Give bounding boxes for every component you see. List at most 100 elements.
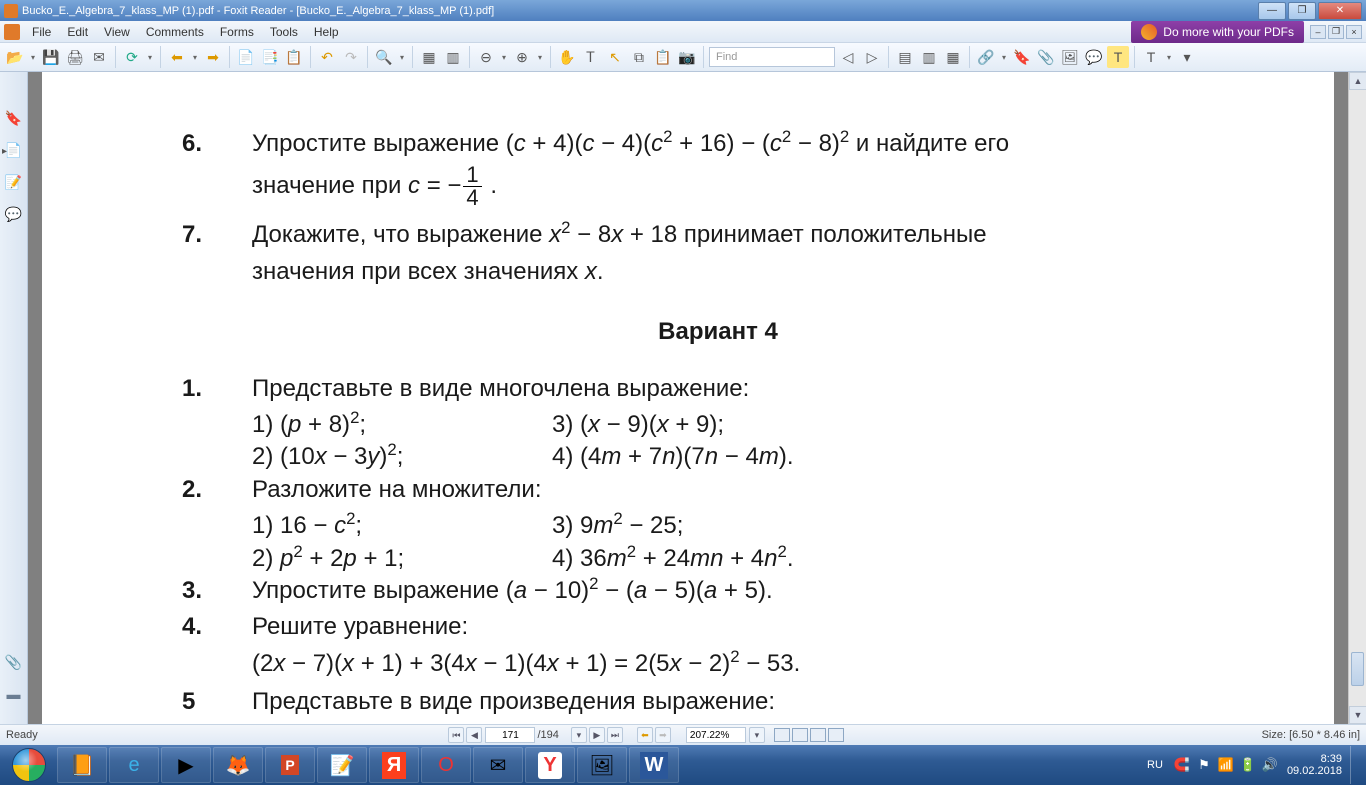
find-input[interactable]: Find — [709, 47, 835, 67]
view-single-icon[interactable] — [774, 728, 790, 742]
taskbar-item[interactable]: e — [109, 747, 159, 783]
tray-network-icon[interactable]: 📶 — [1218, 757, 1234, 773]
taskbar-item[interactable]: P — [265, 747, 315, 783]
document-viewport: 6. Упростите выражение (c + 4)(c − 4)(c2… — [28, 72, 1366, 724]
nav-back-icon[interactable]: ⬅ — [637, 727, 653, 743]
camera-icon[interactable]: 📷 — [676, 46, 698, 68]
fit-width-icon[interactable]: ▥ — [442, 46, 464, 68]
attachments-panel-icon[interactable]: 📎 — [4, 652, 24, 672]
ocr-icon[interactable]: 📄 — [235, 46, 257, 68]
taskbar-item[interactable]: W — [629, 747, 679, 783]
form-icon[interactable]: ▦ — [942, 46, 964, 68]
email-icon[interactable]: ✉ — [88, 46, 110, 68]
page-content[interactable]: 6. Упростите выражение (c + 4)(c − 4)(c2… — [42, 72, 1334, 724]
comments-panel-icon[interactable]: 💬 — [4, 204, 24, 224]
layers-panel-icon[interactable]: 📝 — [4, 172, 24, 192]
attach-icon[interactable]: 📎 — [1035, 46, 1057, 68]
view-contfacing-icon[interactable] — [828, 728, 844, 742]
select-annot-icon[interactable]: ↖ — [604, 46, 626, 68]
start-button[interactable] — [2, 745, 56, 785]
scroll-down-icon[interactable]: ▼ — [1349, 706, 1366, 724]
zoom-tool-icon[interactable]: 🔍 — [373, 46, 395, 68]
last-page-icon[interactable]: ⏭ — [607, 727, 623, 743]
bookmark-icon[interactable]: 🔖 — [1011, 46, 1033, 68]
maximize-button[interactable]: ❐ — [1288, 2, 1316, 20]
taskbar-item[interactable]: 📝 — [317, 747, 367, 783]
dock-expand-icon[interactable]: ▸ — [2, 146, 12, 160]
first-page-icon[interactable]: ⏮ — [448, 727, 464, 743]
menu-tools[interactable]: Tools — [262, 23, 306, 41]
mdi-minimize[interactable]: – — [1310, 25, 1326, 39]
sign-icon[interactable]: ▥ — [918, 46, 940, 68]
do-more-banner[interactable]: Do more with your PDFs — [1131, 21, 1304, 43]
nav-fwd-icon[interactable]: ➡ — [655, 727, 671, 743]
find-next-icon[interactable]: ▷ — [861, 46, 883, 68]
scroll-up-icon[interactable]: ▲ — [1349, 72, 1366, 90]
menu-view[interactable]: View — [96, 23, 138, 41]
taskbar-clock[interactable]: 8:39 09.02.2018 — [1287, 753, 1342, 777]
select-text-icon[interactable]: Ꭲ — [580, 46, 602, 68]
menu-help[interactable]: Help — [306, 23, 347, 41]
view-continuous-icon[interactable] — [792, 728, 808, 742]
menu-comments[interactable]: Comments — [138, 23, 212, 41]
taskbar-item[interactable]: ✉ — [473, 747, 523, 783]
link-icon[interactable]: 🔗 — [975, 46, 997, 68]
note-icon[interactable]: 💬 — [1083, 46, 1105, 68]
more-icon[interactable]: ▾ — [1176, 46, 1198, 68]
image-icon[interactable]: 🖼 — [1059, 46, 1081, 68]
next-page-icon[interactable]: ▶ — [589, 727, 605, 743]
hand-tool-icon[interactable]: ✋ — [556, 46, 578, 68]
highlight-icon[interactable]: T — [1107, 46, 1129, 68]
tray-icon[interactable]: 🧲 — [1174, 757, 1190, 773]
bookmarks-panel-icon[interactable]: 🔖 — [4, 108, 24, 128]
show-desktop-button[interactable] — [1350, 746, 1360, 784]
taskbar-item[interactable]: ▶ — [161, 747, 211, 783]
mdi-restore[interactable]: ❐ — [1328, 25, 1344, 39]
fit-page-icon[interactable]: ▦ — [418, 46, 440, 68]
taskbar-item[interactable]: 🖼 — [577, 747, 627, 783]
menu-file[interactable]: File — [24, 23, 59, 41]
prev-page-icon[interactable]: ◀ — [466, 727, 482, 743]
minimize-button[interactable]: — — [1258, 2, 1286, 20]
undo-icon[interactable]: ↶ — [316, 46, 338, 68]
zoom-value[interactable] — [686, 727, 746, 743]
print-icon[interactable]: 🖨 — [64, 46, 86, 68]
menu-forms[interactable]: Forms — [212, 23, 262, 41]
zoom-out-icon[interactable]: ⊖ — [475, 46, 497, 68]
convert-icon[interactable]: 📋 — [283, 46, 305, 68]
view-facing-icon[interactable] — [810, 728, 826, 742]
page-dropdown[interactable]: ▾ — [571, 727, 587, 743]
page-number-input[interactable] — [485, 727, 535, 743]
swirl-icon — [1141, 24, 1157, 40]
tray-volume-icon[interactable]: 🔊 — [1262, 757, 1278, 773]
find-prev-icon[interactable]: ◁ — [837, 46, 859, 68]
scroll-thumb[interactable] — [1351, 652, 1364, 686]
forward-icon[interactable]: ➡ — [202, 46, 224, 68]
mdi-close[interactable]: × — [1346, 25, 1362, 39]
vertical-scrollbar[interactable]: ▲ ▼ — [1348, 72, 1366, 724]
clipboard-icon[interactable]: 📋 — [652, 46, 674, 68]
menu-edit[interactable]: Edit — [59, 23, 96, 41]
snapshot-icon[interactable]: ⧉ — [628, 46, 650, 68]
taskbar-item[interactable]: O — [421, 747, 471, 783]
tray-flag-icon[interactable]: ⚑ — [1196, 757, 1212, 773]
open-icon[interactable]: 📂 — [4, 46, 26, 68]
stamp-icon[interactable]: ▤ — [894, 46, 916, 68]
zoom-in-icon[interactable]: ⊕ — [511, 46, 533, 68]
taskbar-item[interactable]: Я — [369, 747, 419, 783]
back-icon[interactable]: ⬅ — [166, 46, 188, 68]
reload-icon[interactable]: ⟳ — [121, 46, 143, 68]
save-icon[interactable]: 💾 — [40, 46, 62, 68]
export-icon[interactable]: 📑 — [259, 46, 281, 68]
tray-battery-icon[interactable]: 🔋 — [1240, 757, 1256, 773]
taskbar-item[interactable]: 🦊 — [213, 747, 263, 783]
language-indicator[interactable]: RU — [1147, 759, 1163, 771]
signatures-panel-icon[interactable]: ▬ — [4, 684, 24, 704]
taskbar-item[interactable]: Y — [525, 747, 575, 783]
close-button[interactable]: ✕ — [1318, 2, 1362, 20]
taskbar-item[interactable]: 📙 — [57, 747, 107, 783]
text-tool-icon[interactable]: T — [1140, 46, 1162, 68]
redo-icon[interactable]: ↷ — [340, 46, 362, 68]
zoom-dropdown[interactable]: ▾ — [749, 727, 765, 743]
open-dropdown[interactable]: ▾ — [28, 53, 38, 62]
